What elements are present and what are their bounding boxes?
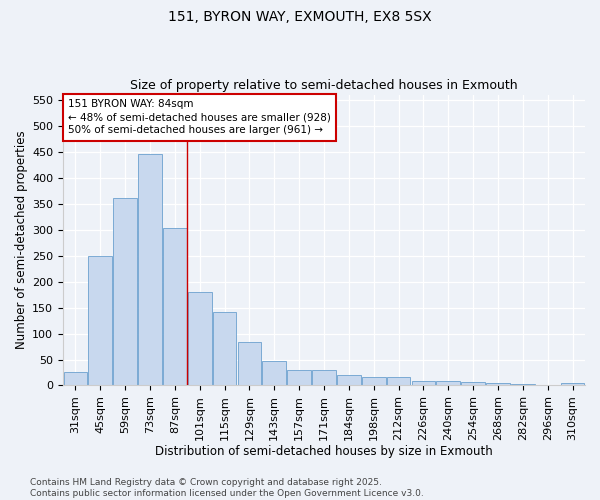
Bar <box>412 381 435 386</box>
Bar <box>312 370 336 386</box>
Bar <box>287 370 311 386</box>
Bar <box>486 383 510 386</box>
Bar <box>238 342 261 386</box>
Bar <box>436 381 460 386</box>
Text: Contains HM Land Registry data © Crown copyright and database right 2025.
Contai: Contains HM Land Registry data © Crown c… <box>30 478 424 498</box>
Bar <box>387 376 410 386</box>
X-axis label: Distribution of semi-detached houses by size in Exmouth: Distribution of semi-detached houses by … <box>155 444 493 458</box>
Bar <box>163 228 187 386</box>
Text: 151 BYRON WAY: 84sqm
← 48% of semi-detached houses are smaller (928)
50% of semi: 151 BYRON WAY: 84sqm ← 48% of semi-detac… <box>68 99 331 136</box>
Bar <box>213 312 236 386</box>
Text: 151, BYRON WAY, EXMOUTH, EX8 5SX: 151, BYRON WAY, EXMOUTH, EX8 5SX <box>168 10 432 24</box>
Bar <box>561 383 584 386</box>
Bar <box>511 384 535 386</box>
Bar <box>337 375 361 386</box>
Bar <box>461 382 485 386</box>
Bar <box>88 256 112 386</box>
Bar <box>64 372 87 386</box>
Bar <box>262 361 286 386</box>
Bar <box>188 292 212 386</box>
Bar <box>113 198 137 386</box>
Bar <box>362 376 386 386</box>
Title: Size of property relative to semi-detached houses in Exmouth: Size of property relative to semi-detach… <box>130 79 518 92</box>
Bar <box>138 154 162 386</box>
Bar <box>536 385 560 386</box>
Y-axis label: Number of semi-detached properties: Number of semi-detached properties <box>15 130 28 350</box>
